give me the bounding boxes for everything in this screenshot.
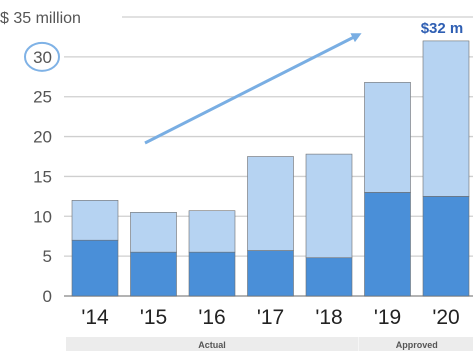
x-tick-label: '18 — [315, 306, 342, 329]
bar-segment-upper-0 — [71, 200, 119, 241]
y-tick-label: 15 — [33, 167, 52, 186]
trend-arrow — [144, 33, 362, 145]
bar-segment-lower-4 — [305, 257, 353, 297]
group-label: Actual — [198, 340, 226, 350]
y-unit-label: $ 35 million — [0, 10, 81, 27]
bar-segment-lower-2 — [188, 251, 236, 297]
y-tick-label: 20 — [33, 128, 52, 147]
group-band-0 — [66, 337, 358, 351]
x-tick-label: '19 — [374, 306, 401, 329]
y-tick-label: 25 — [33, 88, 52, 107]
bar-segment-upper-3 — [247, 156, 294, 251]
bar-segment-lower-6 — [422, 196, 470, 297]
tick-labels: 0 5 10 15 20 25 30 $ 35 million '14 '15 '16 '17 '18 '… — [0, 10, 460, 329]
x-tick-label: '15 — [140, 306, 167, 329]
bar-segment-lower-0 — [71, 239, 119, 297]
bar-segment-lower-3 — [247, 250, 294, 297]
y-tick-label: 30 — [33, 48, 52, 67]
annotations: Actual Approved $32 m — [24, 20, 473, 351]
bar-segment-lower-1 — [130, 251, 177, 297]
y-tick-label: 0 — [43, 287, 52, 306]
bars — [71, 40, 470, 297]
x-tick-label: '17 — [257, 306, 284, 329]
bar-segment-upper-1 — [130, 212, 177, 253]
bar-segment-upper-5 — [364, 82, 411, 193]
x-tick-label: '16 — [198, 306, 225, 329]
group-label: Approved — [396, 340, 438, 350]
x-tick-label: '20 — [432, 306, 459, 329]
bar-segment-upper-6 — [422, 40, 470, 197]
value-callout: $32 m — [421, 20, 464, 37]
highlight-circle — [24, 41, 60, 72]
y-tick-label: 10 — [33, 207, 52, 226]
group-band-1 — [358, 337, 473, 351]
bar-segment-upper-4 — [305, 153, 353, 259]
y-tick-label: 5 — [43, 247, 52, 266]
x-tick-label: '14 — [81, 306, 109, 329]
bar-segment-upper-2 — [188, 210, 236, 253]
bar-segment-lower-5 — [364, 192, 411, 297]
